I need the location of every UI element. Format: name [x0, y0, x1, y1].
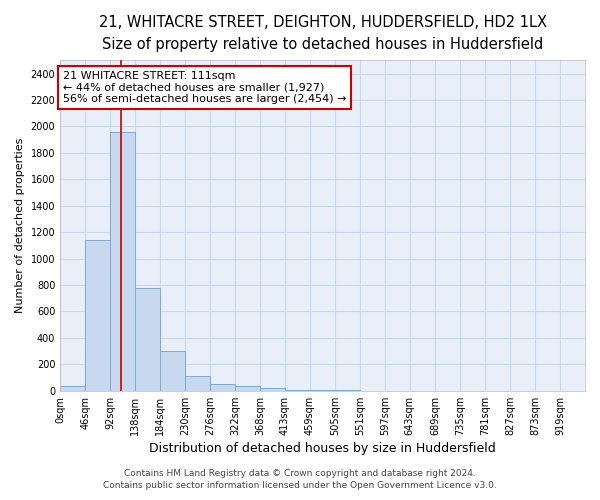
Bar: [185, 376, 210, 391]
Bar: [110, 132, 135, 391]
Bar: [60, 386, 85, 391]
Text: 21 WHITACRE STREET: 111sqm
← 44% of detached houses are smaller (1,927)
56% of s: 21 WHITACRE STREET: 111sqm ← 44% of deta…: [63, 71, 346, 104]
Bar: [260, 388, 286, 391]
Bar: [235, 386, 260, 391]
Bar: [310, 390, 335, 391]
Y-axis label: Number of detached properties: Number of detached properties: [15, 138, 25, 314]
X-axis label: Distribution of detached houses by size in Huddersfield: Distribution of detached houses by size …: [149, 442, 496, 455]
Title: 21, WHITACRE STREET, DEIGHTON, HUDDERSFIELD, HD2 1LX
Size of property relative t: 21, WHITACRE STREET, DEIGHTON, HUDDERSFI…: [98, 15, 547, 52]
Bar: [160, 351, 185, 391]
Bar: [210, 384, 235, 391]
Bar: [135, 288, 160, 391]
Text: Contains HM Land Registry data © Crown copyright and database right 2024.
Contai: Contains HM Land Registry data © Crown c…: [103, 468, 497, 490]
Bar: [85, 240, 110, 391]
Bar: [285, 390, 310, 391]
